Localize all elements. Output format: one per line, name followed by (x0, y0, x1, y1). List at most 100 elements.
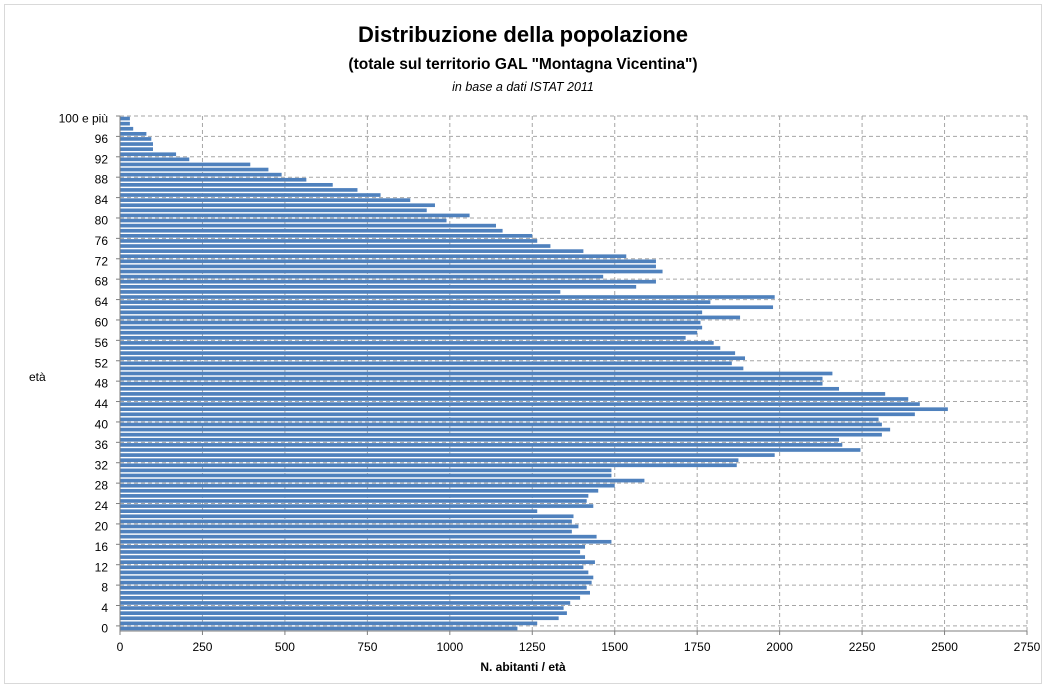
bar-age-82 (120, 208, 427, 213)
bar-age-87 (120, 183, 333, 187)
bar-age-15 (120, 550, 581, 554)
y-tick-label: 96 (95, 132, 109, 146)
x-tick-label: 750 (357, 640, 377, 654)
bar-age-34 (120, 453, 775, 457)
y-tick-label: 92 (95, 152, 109, 166)
bar-age-42 (120, 412, 915, 417)
y-tick-label: 76 (95, 234, 109, 248)
bar-age-52 (120, 361, 732, 366)
bar-age-57 (120, 335, 686, 340)
bar-age-94 (120, 147, 153, 151)
bar-age-38 (120, 432, 882, 437)
y-tick-label: 56 (95, 336, 109, 350)
bar-age-73 (120, 254, 627, 259)
bar-age-70 (120, 269, 663, 274)
x-tick-label: 2000 (766, 640, 793, 654)
bar-age-96 (120, 137, 152, 141)
bar-age-91 (120, 162, 251, 167)
y-tick-label: 88 (95, 173, 109, 187)
y-tick-label: 12 (95, 560, 109, 574)
y-tick-label: 80 (95, 214, 109, 228)
bar-age-56 (120, 341, 714, 345)
bar-age-8 (120, 585, 587, 590)
bar-age-85 (120, 193, 381, 197)
bar-age-97 (120, 132, 147, 136)
bar-age-83 (120, 203, 435, 208)
y-tick-label: 8 (101, 581, 108, 595)
bar-age-17 (120, 539, 612, 544)
bar-age-55 (120, 346, 721, 350)
axes (116, 115, 1028, 635)
bar-age-75 (120, 244, 551, 248)
bar-age-50 (120, 371, 833, 376)
bar-age-21 (120, 519, 572, 524)
bar-age-68 (120, 279, 656, 284)
tick-labels: 0 250 500 750 1000 1250 1500 1750 2000 2250 2500 27… (59, 112, 1041, 654)
bar-age-71 (120, 264, 656, 269)
x-tick-label: 2500 (931, 640, 958, 654)
chart-title: Distribuzione della popolazione (357, 22, 689, 47)
y-tick-label: 44 (95, 397, 109, 411)
bar-age-30 (120, 473, 612, 478)
y-tick-label: 84 (95, 193, 109, 207)
bar-age-100 (120, 116, 130, 121)
bar-age-22 (120, 514, 574, 519)
bar-age-54 (120, 351, 736, 355)
bar-age-80 (120, 218, 447, 223)
bar-age-62 (120, 310, 703, 315)
bar-age-84 (120, 198, 411, 202)
x-tick-label: 1750 (684, 640, 711, 654)
bar-age-59 (120, 325, 703, 330)
y-tick-label: 64 (95, 295, 109, 309)
y-tick-label: 72 (95, 254, 109, 268)
bar-age-89 (120, 172, 282, 177)
bar-age-16 (120, 545, 586, 549)
bar-age-23 (120, 509, 538, 514)
bar-age-60 (120, 320, 701, 325)
y-tick-label: 0 (101, 621, 108, 635)
bar-age-61 (120, 315, 741, 320)
bar-age-35 (120, 448, 861, 452)
bar-age-37 (120, 437, 840, 442)
x-tick-label: 1500 (601, 640, 628, 654)
bar-age-49 (120, 376, 823, 381)
bar-age-67 (120, 284, 637, 289)
bar-age-39 (120, 427, 891, 432)
bar-age-26 (120, 494, 589, 498)
bar-age-19 (120, 529, 572, 534)
bar-age-64 (120, 300, 711, 304)
bar-age-63 (120, 305, 774, 310)
bar-age-11 (120, 570, 589, 575)
y-tick-label: 32 (95, 458, 109, 472)
bar-age-20 (120, 524, 579, 529)
bar-age-1 (120, 621, 538, 626)
bar-age-13 (120, 560, 595, 564)
y-tick-label: 40 (95, 417, 109, 431)
bar-age-7 (120, 590, 590, 595)
chart-subtitle: (totale sul territorio GAL "Montagna Vic… (348, 56, 698, 73)
y-tick-label: 36 (95, 438, 109, 452)
bar-age-92 (120, 157, 190, 162)
bar-age-51 (120, 366, 744, 371)
bar-age-29 (120, 478, 645, 483)
bar-age-74 (120, 249, 584, 253)
bar-age-14 (120, 555, 586, 559)
bar-age-43 (120, 407, 948, 412)
y-axis-label: età (29, 370, 46, 384)
bar-age-99 (120, 121, 130, 126)
bar-age-47 (120, 386, 840, 391)
y-tick-label: 16 (95, 540, 109, 554)
y-tick-label: 28 (95, 479, 109, 493)
bar-age-28 (120, 483, 615, 488)
bar-age-76 (120, 239, 538, 243)
bar-age-78 (120, 228, 503, 233)
bar-age-10 (120, 575, 594, 580)
bar-age-95 (120, 142, 153, 146)
bar-age-46 (120, 392, 886, 396)
bar-age-44 (120, 402, 920, 406)
x-tick-label: 2250 (849, 640, 876, 654)
bar-age-58 (120, 330, 698, 335)
bar-age-41 (120, 417, 879, 422)
y-tick-label: 48 (95, 377, 109, 391)
bar-age-36 (120, 443, 843, 447)
